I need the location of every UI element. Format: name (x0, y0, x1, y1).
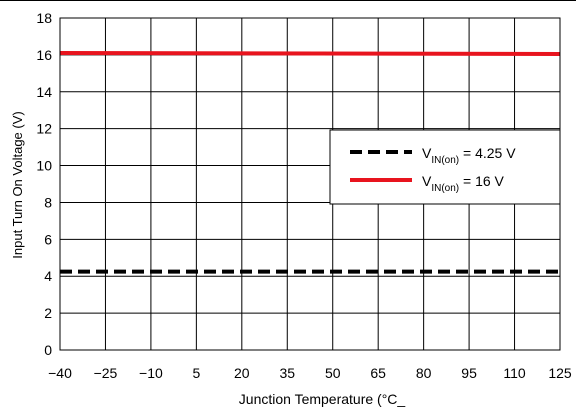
x-tick-label: 110 (503, 365, 526, 381)
y-tick-label: 0 (44, 342, 52, 358)
x-axis-label: Junction Temperature (°C_ (239, 391, 406, 407)
legend-box (329, 129, 561, 205)
x-tick-label: 35 (279, 365, 295, 381)
x-tick-label: −10 (139, 365, 163, 381)
y-tick-label: 4 (44, 268, 52, 284)
page-top-rule (0, 0, 576, 1)
y-axis-label: Input Turn On Voltage (V) (10, 111, 25, 258)
y-tick-label: 2 (44, 305, 52, 321)
series-lines (59, 51, 561, 274)
legend-label-vin_4_25: VIN(on) = 4.25 V (422, 145, 516, 166)
x-tick-label: 20 (234, 365, 250, 381)
x-tick-label: 50 (325, 365, 341, 381)
y-tick-label: 10 (36, 158, 52, 174)
y-tick-label: 8 (44, 194, 52, 210)
y-tick-label: 18 (36, 10, 52, 26)
series-line-vin_16 (59, 51, 561, 56)
x-tick-label: 5 (192, 365, 200, 381)
x-tick-label: 80 (416, 365, 432, 381)
x-tick-label: 95 (461, 365, 477, 381)
y-tick-label: 12 (36, 121, 52, 137)
x-tick-label: 125 (548, 365, 572, 381)
y-tick-label: 6 (44, 231, 52, 247)
y-tick-labels: 0 2 4 6 8 10 12 14 16 18 (36, 10, 52, 358)
legend-label-vin_16: VIN(on) = 16 V (422, 173, 505, 194)
x-tick-labels: −40 −25 −10 5 20 35 50 65 80 95 110 125 (48, 365, 572, 381)
x-tick-label: −40 (48, 365, 72, 381)
y-tick-label: 16 (36, 47, 52, 63)
x-tick-label: 65 (370, 365, 386, 381)
y-tick-label: 14 (36, 84, 52, 100)
legend: VIN(on) = 4.25 V VIN(on) = 16 V (329, 129, 561, 205)
x-tick-label: −25 (94, 365, 118, 381)
